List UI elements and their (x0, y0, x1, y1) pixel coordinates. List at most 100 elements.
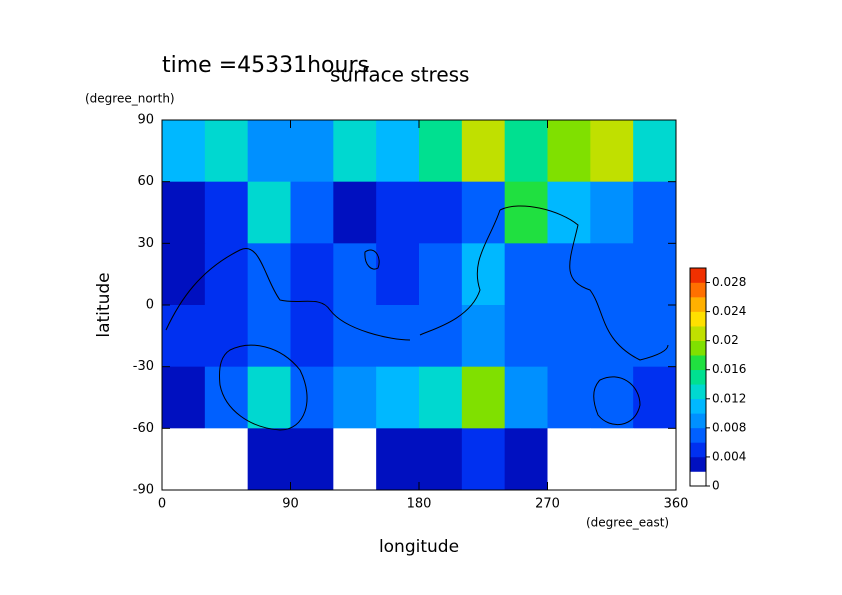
x-tick-label: 360 (664, 497, 689, 512)
field-cell (162, 305, 206, 368)
field-cell (333, 120, 377, 183)
colorbar-swatch (690, 326, 706, 341)
coastline (364, 249, 380, 270)
colorbar-tick-label: 0.008 (712, 420, 746, 434)
colorbar-swatch (690, 355, 706, 371)
field-cell (504, 428, 548, 491)
field-cell (376, 305, 420, 368)
field-cell (333, 181, 377, 244)
field-cell (461, 181, 506, 244)
field-cell (504, 366, 548, 429)
field-cell (204, 181, 249, 244)
field-cell (290, 305, 334, 368)
colorbar-tick-label: 0.02 (712, 333, 739, 347)
field-cell (419, 428, 463, 491)
colorbar-tick-label: 0 (712, 479, 720, 493)
field-cell (547, 305, 591, 368)
field-cell (162, 428, 206, 491)
field-cell (247, 366, 291, 429)
field-cell (590, 366, 634, 429)
field-cell (290, 243, 334, 306)
field-cell (419, 120, 463, 183)
colorbar-swatch (690, 442, 706, 458)
field-cell (162, 181, 206, 244)
field-cell (376, 243, 420, 306)
field-cell (547, 366, 591, 429)
colorbar-swatch (690, 369, 706, 385)
field-cell (376, 120, 420, 183)
colorbar-tick-label: 0.012 (712, 391, 746, 405)
colorbar-swatch (690, 311, 706, 327)
field-cell (204, 243, 249, 306)
field-cell (247, 428, 291, 491)
field-cell (461, 120, 506, 183)
y-axis-label: latitude (94, 272, 114, 337)
field-cell (333, 243, 377, 306)
field-cell (419, 305, 463, 368)
field-cell (333, 428, 377, 491)
x-tick-label: 180 (407, 497, 432, 512)
field-cell (419, 181, 463, 244)
field-cell (547, 120, 591, 183)
field-cell (547, 243, 591, 306)
field-cell (547, 428, 591, 491)
field-cell (461, 243, 506, 306)
colorbar-swatch (690, 268, 706, 283)
field-cell (419, 366, 463, 429)
field-cell (504, 181, 548, 244)
field-cell (247, 305, 291, 368)
field-cell (461, 428, 506, 491)
field-cell (247, 181, 291, 244)
colorbar-swatch (690, 398, 706, 414)
field-cell (419, 243, 463, 306)
y-tick-label: 60 (137, 174, 154, 189)
field-cell (590, 243, 634, 306)
field-cell (204, 366, 249, 429)
field-cell (590, 428, 634, 491)
field-cell (204, 305, 249, 368)
field-cell (633, 366, 677, 429)
colorbar-tick-label: 0.028 (712, 275, 746, 289)
colorbar-swatch (690, 413, 706, 429)
field-cell (504, 305, 548, 368)
y-unit: (degree_north) (85, 92, 175, 106)
field-cell (333, 366, 377, 429)
field-cell (290, 366, 334, 429)
colorbar-swatch (690, 456, 706, 472)
x-tick-label: 270 (535, 497, 560, 512)
field-cell (590, 120, 634, 183)
field-cell (162, 366, 206, 429)
coastline (219, 344, 308, 431)
coastlines (165, 205, 669, 431)
colorbar-swatch (690, 340, 706, 356)
field-cell (162, 243, 206, 306)
x-unit: (degree_east) (586, 516, 669, 530)
field-cell (290, 181, 334, 244)
colorbar-swatch (690, 297, 706, 312)
x-axis-label: longitude (379, 537, 459, 557)
field-cell (376, 181, 420, 244)
coastline (593, 376, 641, 426)
field-cell (461, 305, 506, 368)
field-cell (633, 181, 677, 244)
colorbar-swatch (690, 427, 706, 443)
coastline (419, 205, 669, 361)
field-cell (204, 428, 249, 491)
field-cell (247, 120, 291, 183)
field (162, 120, 677, 491)
y-tick-label: -90 (133, 483, 154, 498)
field-cell (461, 366, 506, 429)
colorbar-tick-label: 0.004 (712, 449, 746, 463)
field-cell (504, 120, 548, 183)
field-cell (633, 243, 677, 306)
colorbar-swatch (690, 471, 706, 487)
y-tick-label: -60 (133, 421, 154, 436)
field-cell (547, 181, 591, 244)
y-tick-label: 90 (137, 113, 154, 128)
field-cell (633, 120, 677, 183)
colorbar-frame (689, 267, 707, 487)
field-cell (290, 428, 334, 491)
field-cell (333, 305, 377, 368)
